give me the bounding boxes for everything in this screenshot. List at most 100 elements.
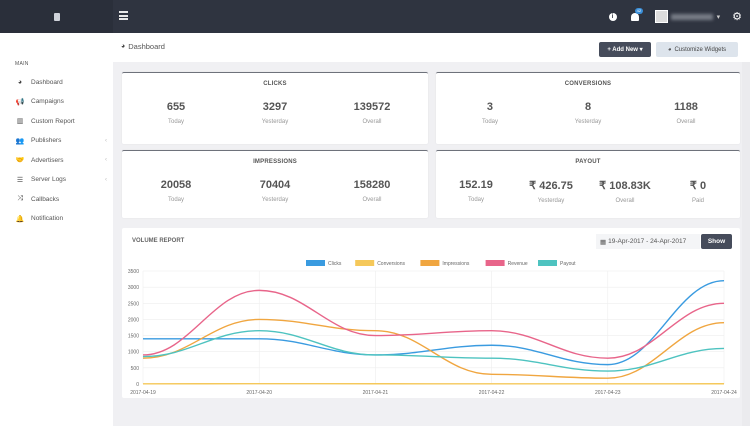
- stat-value: 3: [486, 101, 494, 113]
- clicks-card: CLICKS 655 Today 3297 Yesterday 139572 Over…: [122, 72, 428, 144]
- stat-value: ₹ 426.75: [529, 180, 573, 192]
- payout-card: PAYOUT 152.19 Today ₹ 426.75 Yesterday ₹ 1…: [436, 150, 740, 218]
- sidebar-item-label: Server Logs: [31, 176, 67, 183]
- dashboard-icon: ◕: [667, 46, 672, 53]
- user-name-blurred[interactable]: [670, 13, 713, 20]
- stat-label: Today: [467, 197, 484, 203]
- stat-label: Today: [167, 119, 185, 125]
- sidebar-item-label: Advertisers: [31, 156, 64, 164]
- x-tick-label: 2017-04-23: [595, 390, 621, 396]
- stat-label: Overall: [362, 197, 382, 203]
- series-line-clicks: [143, 279, 725, 366]
- volume-report-title: VOLUME REPORT: [132, 238, 185, 244]
- series-line-revenue: [142, 289, 725, 359]
- caret-down-icon[interactable]: ▾: [716, 13, 721, 21]
- stat-label: Yesterday: [537, 198, 565, 204]
- stat-value: 3297: [262, 101, 288, 113]
- stat-label: Today: [167, 197, 184, 203]
- stat-value: ₹ 108.83K: [599, 180, 651, 192]
- handshake-icon: 🤝: [15, 157, 25, 164]
- bullhorn-icon: 📢: [15, 98, 25, 106]
- notification-badge: 42: [634, 7, 644, 14]
- card-title: PAYOUT: [575, 159, 601, 165]
- y-tick-label: 2500: [128, 301, 139, 307]
- card-title: CLICKS: [263, 81, 287, 87]
- date-range-text: 19-Apr-2017 - 24-Apr-2017: [608, 238, 687, 245]
- sidebar-heading: MAIN: [15, 61, 29, 67]
- sidebar-item-server-logs[interactable]: ☰ Server Logs ‹: [15, 174, 107, 186]
- notifications-button[interactable]: 42: [630, 7, 644, 22]
- x-tick-label: 2017-04-24: [711, 390, 737, 396]
- sidebar-item-callbacks[interactable]: ⤨ Callbacks: [15, 193, 107, 205]
- customize-widgets-button[interactable]: ◕ Customize Widgets: [656, 42, 738, 57]
- legend-swatch[interactable]: [485, 260, 505, 266]
- stat-value: 139572: [353, 101, 391, 113]
- series-line-payout: [142, 330, 725, 372]
- y-tick-label: 3000: [128, 285, 139, 291]
- sidebar: MAIN ◕ Dashboard 📢 Campaigns ▥ Custom Report 👥…: [0, 33, 113, 426]
- legend-swatch[interactable]: [420, 260, 440, 266]
- shuffle-icon: ⤨: [17, 195, 23, 202]
- sidebar-item-advertisers[interactable]: 🤝 Advertisers ‹: [15, 154, 107, 166]
- impressions-card: IMPRESSIONS 20058 Today 70404 Yesterday 15…: [122, 150, 428, 218]
- chevron-left-icon: ‹: [105, 157, 107, 163]
- logo-icon: [53, 12, 60, 21]
- sidebar-item-campaigns[interactable]: 📢 Campaigns: [15, 96, 107, 108]
- info-icon[interactable]: i: [608, 12, 617, 21]
- x-tick-label: 2017-04-21: [363, 390, 389, 396]
- page-header: ◕ Dashboard + Add New ▾ ◕ Customize Widget…: [113, 33, 750, 62]
- legend-swatch[interactable]: [355, 260, 375, 266]
- date-range-picker[interactable]: ▦ 19-Apr-2017 - 24-Apr-2017: [596, 234, 700, 249]
- sidebar-item-custom-report[interactable]: ▥ Custom Report: [15, 115, 107, 127]
- logo[interactable]: [0, 0, 113, 33]
- conversions-card: CONVERSIONS 3 Today 8 Yesterday 1188 Overal…: [436, 72, 740, 144]
- stat-label: Overall: [615, 198, 635, 204]
- stat-value: 1188: [674, 101, 698, 113]
- stat-value: 152.19: [459, 179, 493, 191]
- card-title: CONVERSIONS: [564, 81, 612, 87]
- x-tick-label: 2017-04-19: [130, 390, 156, 396]
- series-line-impressions: [142, 318, 725, 379]
- dashboard-icon: ◕: [121, 43, 126, 50]
- y-tick-label: 3500: [128, 269, 139, 275]
- legend-label[interactable]: Conversions: [377, 261, 405, 267]
- legend-swatch[interactable]: [538, 260, 557, 266]
- legend-label[interactable]: Payout: [560, 261, 576, 267]
- stat-value: 158280: [353, 179, 391, 191]
- x-tick-label: 2017-04-20: [246, 390, 272, 396]
- card-title: IMPRESSIONS: [253, 159, 297, 165]
- y-tick-label: 1000: [128, 350, 139, 356]
- sidebar-item-label: Campaigns: [31, 98, 64, 105]
- sidebar-item-label: Callbacks: [31, 195, 60, 203]
- sidebar-item-publishers[interactable]: 👥 Publishers ‹: [15, 135, 107, 147]
- scrollbar[interactable]: [742, 62, 750, 426]
- menu-icon[interactable]: [119, 11, 128, 20]
- stat-label: Overall: [676, 119, 696, 125]
- chevron-left-icon: ‹: [105, 137, 107, 144]
- sidebar-item-dashboard[interactable]: ◕ Dashboard: [15, 76, 107, 88]
- sidebar-item-label: Dashboard: [31, 78, 63, 86]
- x-tick-label: 2017-04-22: [479, 390, 505, 396]
- stat-label: Yesterday: [261, 119, 289, 125]
- avatar[interactable]: [654, 10, 668, 23]
- users-icon: 👥: [15, 137, 25, 145]
- y-tick-label: 0: [136, 382, 139, 388]
- bar-chart-icon: ▥: [16, 118, 24, 125]
- legend-swatch[interactable]: [306, 260, 325, 266]
- add-new-button[interactable]: + Add New ▾: [599, 42, 651, 57]
- stat-value: 70404: [259, 179, 291, 191]
- legend-label[interactable]: Revenue: [508, 261, 528, 267]
- volume-report-panel: VOLUME REPORT ▦ 19-Apr-2017 - 24-Apr-2017…: [122, 228, 740, 398]
- gear-icon[interactable]: ⚙: [732, 11, 742, 23]
- sidebar-item-notification[interactable]: 🔔 Notification: [15, 213, 107, 225]
- stat-label: Paid: [691, 198, 704, 204]
- stat-label: Overall: [362, 119, 382, 125]
- legend-label[interactable]: Clicks: [328, 261, 342, 267]
- show-button[interactable]: Show: [701, 234, 732, 249]
- legend-label[interactable]: Impressions: [442, 261, 469, 267]
- y-tick-label: 1500: [128, 334, 139, 340]
- sidebar-item-label: Publishers: [31, 137, 62, 144]
- chevron-left-icon: ‹: [105, 176, 107, 183]
- stat-value: 655: [166, 101, 186, 113]
- stat-label: Yesterday: [261, 197, 289, 203]
